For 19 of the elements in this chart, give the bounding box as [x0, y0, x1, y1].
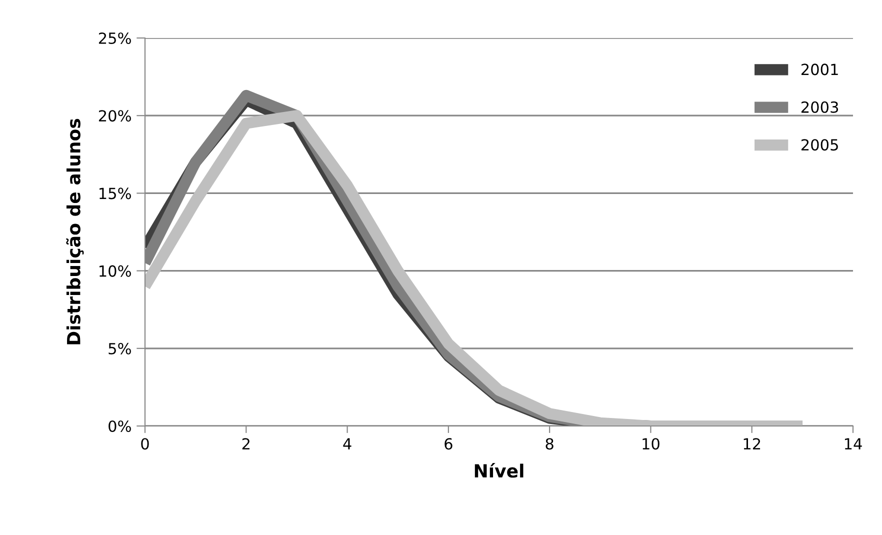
x-axis-title: Nível [474, 462, 524, 478]
legend-label: 2005 [801, 139, 838, 151]
x-tick-label: 0 [141, 438, 149, 450]
y-tick-label: 5% [108, 342, 131, 354]
x-tick-label: 6 [444, 438, 452, 450]
legend-label: 2003 [801, 101, 838, 113]
y-tick-label: 0% [108, 420, 131, 432]
x-tick-label: 4 [343, 438, 352, 450]
y-axis-title: Distribuição de alunos [66, 118, 84, 344]
x-tick-label: 14 [844, 438, 862, 450]
y-tick-label: 15% [100, 188, 131, 200]
y-tick-label: 10% [100, 265, 131, 277]
y-tick-label: 25% [98, 32, 131, 44]
x-tick-label: 10 [642, 438, 660, 450]
y-tick-label: 20% [98, 110, 131, 122]
legend-label: 2001 [801, 64, 838, 76]
x-tick-label: 12 [744, 438, 760, 450]
x-tick-label: 8 [546, 438, 554, 450]
x-tick-label: 2 [242, 438, 250, 450]
